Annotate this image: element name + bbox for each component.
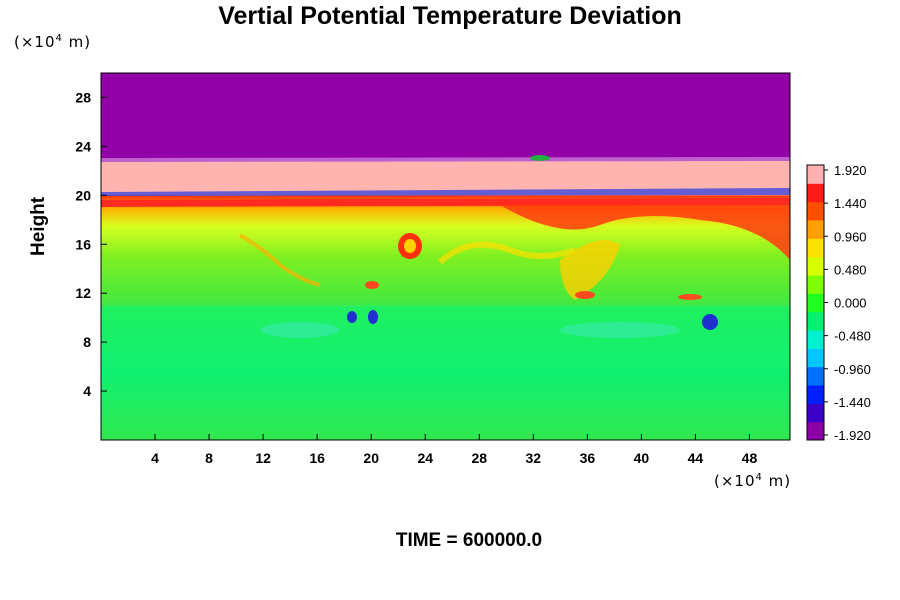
x-tick-label: 12 <box>255 450 271 466</box>
colorbar-label: 0.480 <box>834 262 867 277</box>
colorbar-swatch <box>807 311 824 331</box>
colorbar-swatch <box>807 366 824 386</box>
x-tick-label: 16 <box>309 450 325 466</box>
colorbar-swatch <box>807 183 824 203</box>
colorbar-label: 1.920 <box>834 163 867 178</box>
colorbar-swatch <box>807 421 824 441</box>
blue-eddy-3 <box>702 314 718 330</box>
colorbar-swatch <box>807 275 824 294</box>
green-fleck <box>530 155 550 161</box>
cyan-patch-2 <box>560 322 680 338</box>
region-lower-layer <box>101 305 790 440</box>
x-tick-label: 32 <box>526 450 542 466</box>
cyan-patch-1 <box>260 322 340 338</box>
colorbar-label: -0.960 <box>834 362 871 377</box>
x-unit-label: (×104 m) <box>714 472 792 490</box>
chart-title: Vertial Potential Temperature Deviation <box>218 2 682 30</box>
time-label: TIME = 600000.0 <box>395 530 543 551</box>
yellow-swirl <box>560 240 620 300</box>
right-red-blob <box>500 205 790 260</box>
red-spot-3 <box>678 294 702 300</box>
blue-eddy-1 <box>347 311 357 323</box>
colorbar-swatch <box>807 165 824 184</box>
colorbar-label: -1.920 <box>834 428 871 443</box>
x-tick-label: 28 <box>471 450 487 466</box>
colorbar-label: -1.440 <box>834 395 871 410</box>
x-tick-label: 40 <box>634 450 650 466</box>
colorbar-swatch <box>807 256 824 276</box>
colorbar-swatch <box>807 403 824 423</box>
y-tick-label: 28 <box>75 89 91 105</box>
colorbar-swatch <box>807 348 824 368</box>
x-tick-label: 36 <box>580 450 596 466</box>
colorbar: 1.920 1.440 0.960 0.480 0.000 -0.480 -0.960 -1.… <box>806 163 871 443</box>
x-tick-label: 44 <box>688 450 704 466</box>
y-tick-label: 12 <box>75 285 91 301</box>
colorbar-swatch <box>807 293 824 313</box>
colorbar-swatch <box>807 385 824 404</box>
y-tick-label: 4 <box>83 383 91 399</box>
red-spot-2 <box>575 291 595 299</box>
vortex-core <box>404 239 416 253</box>
colorbar-swatch <box>807 238 824 258</box>
x-tick-label: 48 <box>742 450 758 466</box>
colorbar-label: 1.440 <box>834 196 867 211</box>
upper-red-edge <box>101 198 790 207</box>
plot-frame <box>100 72 791 441</box>
y-tick-label: 16 <box>75 236 91 252</box>
region-upper-layer <box>101 73 790 159</box>
colorbar-label: -0.480 <box>834 329 871 344</box>
colorbar-label: 0.960 <box>834 229 867 244</box>
red-spot-1 <box>365 281 379 289</box>
colorbar-swatch <box>807 201 824 221</box>
y-tick-label: 8 <box>83 334 91 350</box>
y-tick-label: 24 <box>75 138 91 154</box>
x-tick-label: 8 <box>205 450 213 466</box>
orange-streak <box>238 233 321 287</box>
colorbar-swatch <box>807 330 824 349</box>
y-unit-label: (×104 m) <box>14 33 92 51</box>
y-tick-label: 20 <box>75 187 91 203</box>
colorbar-label: 0.000 <box>834 296 867 311</box>
x-tick-label: 20 <box>363 450 379 466</box>
x-tick-label: 4 <box>151 450 159 466</box>
thin-blue-line <box>101 188 790 196</box>
blue-eddy-2 <box>368 310 378 324</box>
x-tick-label: 24 <box>417 450 433 466</box>
top-edge <box>101 157 790 162</box>
yellow-streak <box>437 241 576 265</box>
plot-area <box>101 73 790 440</box>
colorbar-swatch <box>807 220 824 239</box>
